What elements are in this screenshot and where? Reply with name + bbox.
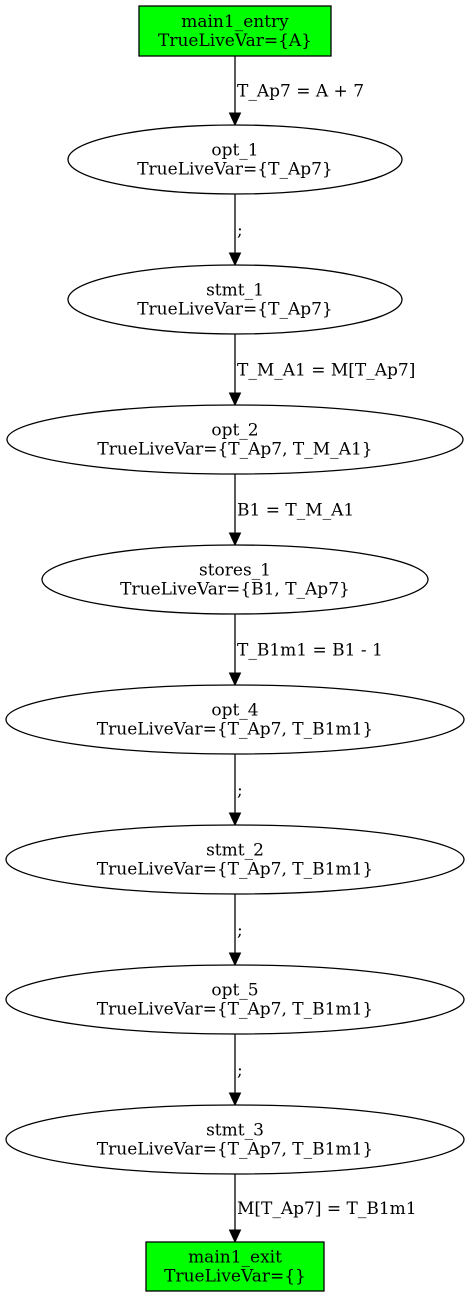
edge-arrowhead: [228, 532, 242, 547]
node-box-main1_exit: [145, 1241, 325, 1292]
edge-label: ;: [237, 921, 243, 941]
edge-label: ;: [237, 781, 243, 801]
edge-arrowhead: [228, 812, 242, 827]
edge-label: M[T_Ap7] = T_B1m1: [237, 1199, 417, 1219]
node-live-vars: TrueLiveVar={T_Ap7, T_M_A1}: [97, 440, 372, 460]
edge-label: B1 = T_M_A1: [237, 501, 354, 521]
edge-arrowhead: [228, 392, 242, 407]
node-live-vars: TrueLiveVar={T_Ap7, T_B1m1}: [97, 1000, 373, 1020]
node-ellipse-opt_4: [5, 684, 465, 755]
node-ellipse-stmt_1: [67, 264, 403, 335]
node-live-vars: TrueLiveVar={}: [164, 1267, 306, 1287]
node-name: stores_1: [199, 561, 271, 581]
node-live-vars: TrueLiveVar={T_Ap7, T_B1m1}: [97, 1140, 373, 1160]
edge-label: ;: [237, 1061, 243, 1081]
node-live-vars: TrueLiveVar={B1, T_Ap7}: [120, 580, 350, 600]
node-live-vars: TrueLiveVar={A}: [158, 31, 312, 51]
node-name: main1_entry: [181, 12, 289, 32]
edge-arrowhead: [228, 112, 242, 127]
node-live-vars: TrueLiveVar={T_Ap7}: [137, 300, 333, 320]
node-ellipse-stmt_2: [5, 824, 465, 895]
edge-arrowhead: [228, 672, 242, 687]
node-name: stmt_1: [206, 281, 264, 301]
node-live-vars: TrueLiveVar={T_Ap7, T_B1m1}: [97, 860, 373, 880]
node-name: opt_5: [211, 981, 258, 1001]
node-ellipse-stmt_3: [5, 1104, 465, 1175]
edge-arrowhead: [228, 252, 242, 267]
node-live-vars: TrueLiveVar={T_Ap7, T_B1m1}: [97, 720, 373, 740]
edge-arrowhead: [228, 1092, 242, 1107]
edge-label: T_M_A1 = M[T_Ap7]: [237, 361, 415, 381]
node-ellipse-stores_1: [41, 544, 429, 615]
node-name: main1_exit: [188, 1248, 282, 1268]
node-name: stmt_3: [206, 1121, 264, 1141]
node-name: opt_2: [211, 421, 258, 441]
node-ellipse-opt_1: [67, 124, 403, 195]
node-live-vars: TrueLiveVar={T_Ap7}: [137, 160, 333, 180]
node-box-main1_entry: [138, 5, 332, 57]
node-name: opt_4: [211, 701, 258, 721]
node-ellipse-opt_2: [6, 404, 464, 475]
edge-label: T_Ap7 = A + 7: [237, 82, 364, 102]
edge-arrowhead: [228, 1229, 242, 1244]
edge-label: ;: [237, 221, 243, 241]
edge-label: T_B1m1 = B1 - 1: [237, 641, 383, 661]
node-name: stmt_2: [206, 841, 264, 861]
edge-arrowhead: [228, 952, 242, 967]
node-ellipse-opt_5: [5, 964, 465, 1035]
node-name: opt_1: [211, 141, 258, 161]
